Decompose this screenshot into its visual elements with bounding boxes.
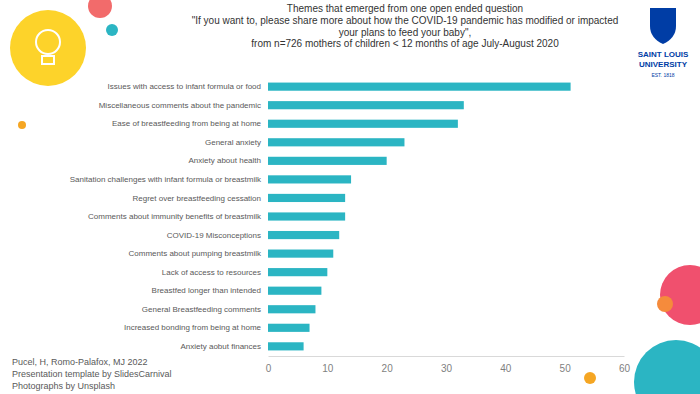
annotation: Presentation template by SlidesCarnival: [12, 369, 172, 379]
logo-shield: [650, 8, 676, 44]
annotation: SAINT LOUIS: [638, 50, 689, 59]
decoration-circle: [584, 372, 596, 384]
y-tick-label: Breastfed longer than intended: [152, 286, 261, 295]
x-tick-label: 10: [322, 363, 334, 374]
y-tick: Sanitation challenges with infant formul…: [70, 175, 268, 184]
decorations: [10, 0, 700, 394]
y-tick-label: COVID-19 Misconceptions: [167, 231, 261, 240]
decoration-circle: [634, 340, 700, 394]
decoration-circle: [106, 24, 118, 36]
y-tick-label: Anxiety aobut finances: [181, 342, 262, 351]
x-tick-label: 50: [560, 363, 572, 374]
y-tick-label: Increased bonding from being at home: [124, 323, 262, 332]
x-tick: 60: [619, 356, 631, 374]
subtitle-text: your plans to feed your baby",: [339, 27, 472, 38]
decoration-circle: [18, 121, 26, 129]
y-tick-label: Issues with access to infant formula or …: [108, 82, 261, 91]
x-axis: 0 10 20 30 40 50 60: [266, 356, 631, 374]
y-tick: Increased bonding from being at home: [124, 323, 268, 332]
annotation: UNIVERSITY: [639, 60, 688, 69]
bar: [268, 120, 458, 128]
x-tick: 40: [500, 356, 512, 374]
y-tick-label: Sanitation challenges with infant formul…: [70, 175, 262, 184]
bar: [268, 231, 339, 239]
y-tick-label: Miscellaneous comments about the pandemi…: [99, 101, 261, 110]
bar: [268, 138, 404, 146]
annotations: Pucel, H, Romo-Palafox, MJ 2022 Presentat…: [12, 50, 689, 391]
decoration-circle: [657, 296, 673, 312]
y-tick: Issues with access to infant formula or …: [108, 82, 268, 91]
bar: [268, 342, 304, 350]
y-tick-label: Comments about pumping breastmilk: [128, 249, 262, 258]
title: Themes that emerged from one open ended …: [192, 3, 619, 49]
y-tick: Ease of breastfeeding from being at home: [112, 119, 268, 128]
x-tick-label: 40: [500, 363, 512, 374]
lightbulb-base: [42, 56, 54, 64]
subtitle-text: "If you want to, please share more about…: [192, 15, 619, 26]
y-tick: Breastfed longer than intended: [152, 286, 268, 295]
bar: [268, 324, 310, 332]
bar: [268, 287, 321, 295]
y-tick: General anxiety: [205, 138, 268, 147]
bars: [268, 83, 571, 351]
bar: [268, 101, 464, 109]
y-tick-label: Comments about immunity benefits of brea…: [88, 212, 262, 221]
decoration-circle: [88, 0, 112, 18]
y-tick-label: General anxiety: [205, 138, 261, 147]
bar: [268, 212, 345, 220]
x-tick: 50: [560, 356, 572, 374]
annotation: Photographs by Unsplash: [12, 381, 115, 391]
y-tick: COVID-19 Misconceptions: [167, 231, 268, 240]
y-tick: Anxiety aobut finances: [181, 342, 269, 351]
bar: [268, 194, 345, 202]
bar: [268, 305, 315, 313]
bar: [268, 250, 333, 258]
y-tick: Comments about pumping breastmilk: [128, 249, 268, 258]
bar: [268, 83, 571, 91]
x-tick-label: 0: [266, 363, 272, 374]
bar: [268, 175, 351, 183]
x-tick-label: 60: [619, 363, 631, 374]
y-tick: Lack of access to resources: [162, 268, 268, 277]
bar: [268, 268, 327, 276]
y-tick-label: Regret over breastfeeding cessation: [132, 194, 261, 203]
x-tick: 0: [266, 356, 272, 374]
annotation: Pucel, H, Romo-Palafox, MJ 2022: [12, 357, 148, 367]
y-tick: General Breastfeeding comments: [142, 305, 268, 314]
y-tick: Miscellaneous comments about the pandemi…: [99, 101, 268, 110]
chart: Themes that emerged from one open ended …: [0, 0, 700, 394]
y-tick: Comments about immunity benefits of brea…: [88, 212, 268, 221]
x-tick: 30: [441, 356, 453, 374]
lightbulb: [36, 30, 60, 54]
y-axis: Issues with access to infant formula or …: [70, 82, 268, 351]
y-tick: Regret over breastfeeding cessation: [132, 194, 268, 203]
x-tick: 20: [382, 356, 394, 374]
y-tick-label: Ease of breastfeeding from being at home: [112, 119, 262, 128]
bar: [268, 157, 387, 165]
annotation: EST. 1818: [651, 72, 674, 78]
x-tick: 10: [322, 356, 334, 374]
title-text: Themes that emerged from one open ended …: [287, 3, 523, 14]
y-tick-label: Lack of access to resources: [162, 268, 261, 277]
decoration-circle: [660, 265, 700, 325]
subtitle-text: from n=726 mothers of children < 12 mont…: [251, 38, 559, 49]
y-tick-label: General Breastfeeding comments: [142, 305, 261, 314]
y-tick-label: Anxiety about health: [189, 156, 262, 165]
x-axis-line: [269, 356, 625, 357]
x-tick-label: 30: [441, 363, 453, 374]
x-tick-label: 20: [382, 363, 394, 374]
decoration-circle: [10, 10, 86, 86]
y-tick: Anxiety about health: [189, 156, 269, 165]
